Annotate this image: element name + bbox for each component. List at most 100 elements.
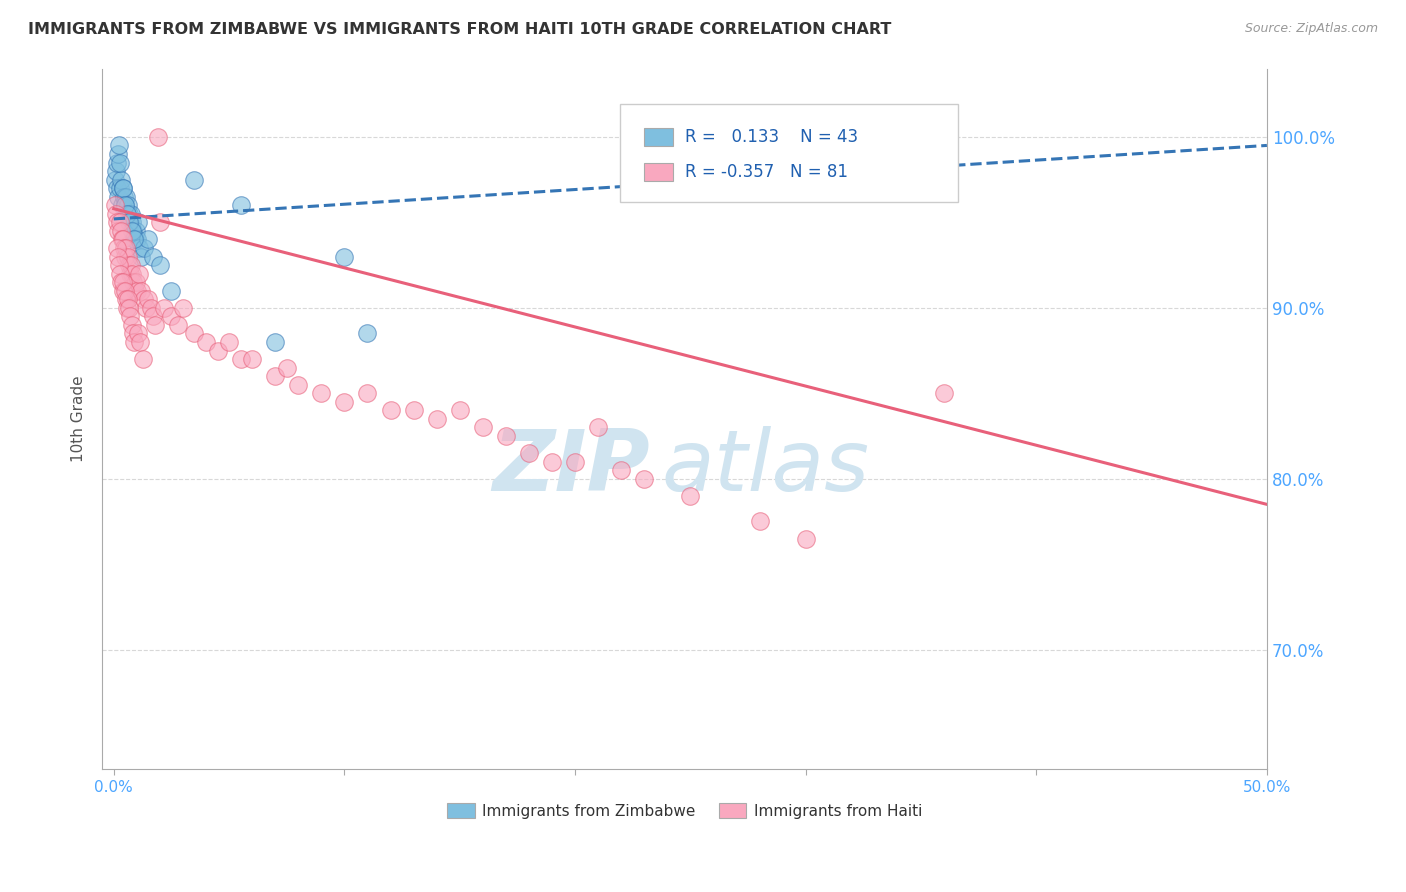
FancyBboxPatch shape bbox=[644, 163, 673, 181]
Point bbox=[107, 147, 129, 161]
Point bbox=[402, 403, 425, 417]
Point bbox=[111, 232, 134, 246]
Text: IMMIGRANTS FROM ZIMBABWE VS IMMIGRANTS FROM HAITI 10TH GRADE CORRELATION CHART: IMMIGRANTS FROM ZIMBABWE VS IMMIGRANTS F… bbox=[28, 22, 891, 37]
Point bbox=[117, 292, 139, 306]
Point bbox=[356, 326, 378, 341]
Point bbox=[333, 394, 356, 409]
Point bbox=[240, 352, 263, 367]
Point bbox=[120, 258, 142, 272]
Point bbox=[112, 241, 135, 255]
Point bbox=[138, 232, 160, 246]
Point bbox=[114, 250, 136, 264]
Point bbox=[183, 326, 205, 341]
Text: Source: ZipAtlas.com: Source: ZipAtlas.com bbox=[1244, 22, 1378, 36]
Point bbox=[111, 232, 134, 246]
Point bbox=[426, 412, 449, 426]
Point bbox=[115, 241, 138, 255]
Point bbox=[105, 155, 128, 169]
Point bbox=[495, 429, 517, 443]
Point bbox=[264, 369, 287, 384]
Point bbox=[110, 275, 132, 289]
Point bbox=[633, 472, 655, 486]
Point bbox=[117, 198, 139, 212]
Point bbox=[104, 198, 127, 212]
Point bbox=[117, 250, 139, 264]
Point bbox=[111, 181, 134, 195]
Point bbox=[471, 420, 494, 434]
Point bbox=[143, 318, 166, 332]
Point bbox=[127, 326, 149, 341]
Point bbox=[131, 352, 153, 367]
Point bbox=[105, 181, 128, 195]
Point bbox=[108, 215, 131, 229]
Point bbox=[517, 446, 540, 460]
Point bbox=[125, 284, 148, 298]
Point bbox=[128, 267, 150, 281]
Point bbox=[115, 207, 138, 221]
Point bbox=[121, 224, 143, 238]
Point bbox=[149, 258, 172, 272]
Point bbox=[121, 215, 143, 229]
Point bbox=[229, 198, 252, 212]
Text: atlas: atlas bbox=[661, 426, 869, 509]
Y-axis label: 10th Grade: 10th Grade bbox=[72, 376, 86, 462]
Point bbox=[121, 318, 143, 332]
Point bbox=[124, 284, 146, 298]
Point bbox=[153, 301, 176, 315]
Text: ZIP: ZIP bbox=[492, 426, 650, 509]
Point bbox=[120, 310, 142, 324]
Point bbox=[541, 455, 564, 469]
Point bbox=[333, 250, 356, 264]
Point bbox=[118, 207, 141, 221]
Point bbox=[218, 334, 240, 349]
Point bbox=[112, 275, 135, 289]
Point bbox=[110, 172, 132, 186]
Point bbox=[122, 232, 145, 246]
Point bbox=[118, 215, 141, 229]
Point bbox=[114, 198, 136, 212]
Point bbox=[114, 198, 136, 212]
Point bbox=[105, 241, 128, 255]
Point bbox=[748, 515, 770, 529]
Point bbox=[128, 241, 150, 255]
Point bbox=[107, 190, 129, 204]
Point bbox=[108, 138, 131, 153]
Point bbox=[139, 301, 162, 315]
Point bbox=[111, 284, 134, 298]
Point bbox=[311, 386, 333, 401]
Point bbox=[122, 275, 145, 289]
Point bbox=[127, 215, 149, 229]
Point bbox=[104, 172, 127, 186]
Point bbox=[111, 181, 134, 195]
Point bbox=[160, 310, 183, 324]
Point bbox=[118, 267, 141, 281]
Point bbox=[172, 301, 194, 315]
Point bbox=[207, 343, 229, 358]
Point bbox=[142, 250, 165, 264]
Point bbox=[115, 301, 138, 315]
Point bbox=[118, 301, 141, 315]
Point bbox=[112, 190, 135, 204]
Point bbox=[108, 155, 131, 169]
Point bbox=[160, 284, 183, 298]
Point bbox=[105, 207, 128, 221]
Point bbox=[121, 267, 143, 281]
Point bbox=[132, 292, 155, 306]
FancyBboxPatch shape bbox=[644, 128, 673, 145]
Point bbox=[108, 258, 131, 272]
Point bbox=[167, 318, 190, 332]
Text: R =   0.133    N = 43: R = 0.133 N = 43 bbox=[685, 128, 858, 146]
Point bbox=[129, 334, 152, 349]
Point bbox=[149, 215, 172, 229]
Point bbox=[107, 224, 129, 238]
Point bbox=[118, 258, 141, 272]
Point bbox=[131, 250, 153, 264]
Point bbox=[183, 172, 205, 186]
Point bbox=[124, 275, 146, 289]
Point bbox=[380, 403, 402, 417]
Point bbox=[794, 532, 817, 546]
Point bbox=[146, 129, 169, 144]
Point bbox=[114, 284, 136, 298]
Point bbox=[142, 310, 165, 324]
Point bbox=[108, 181, 131, 195]
